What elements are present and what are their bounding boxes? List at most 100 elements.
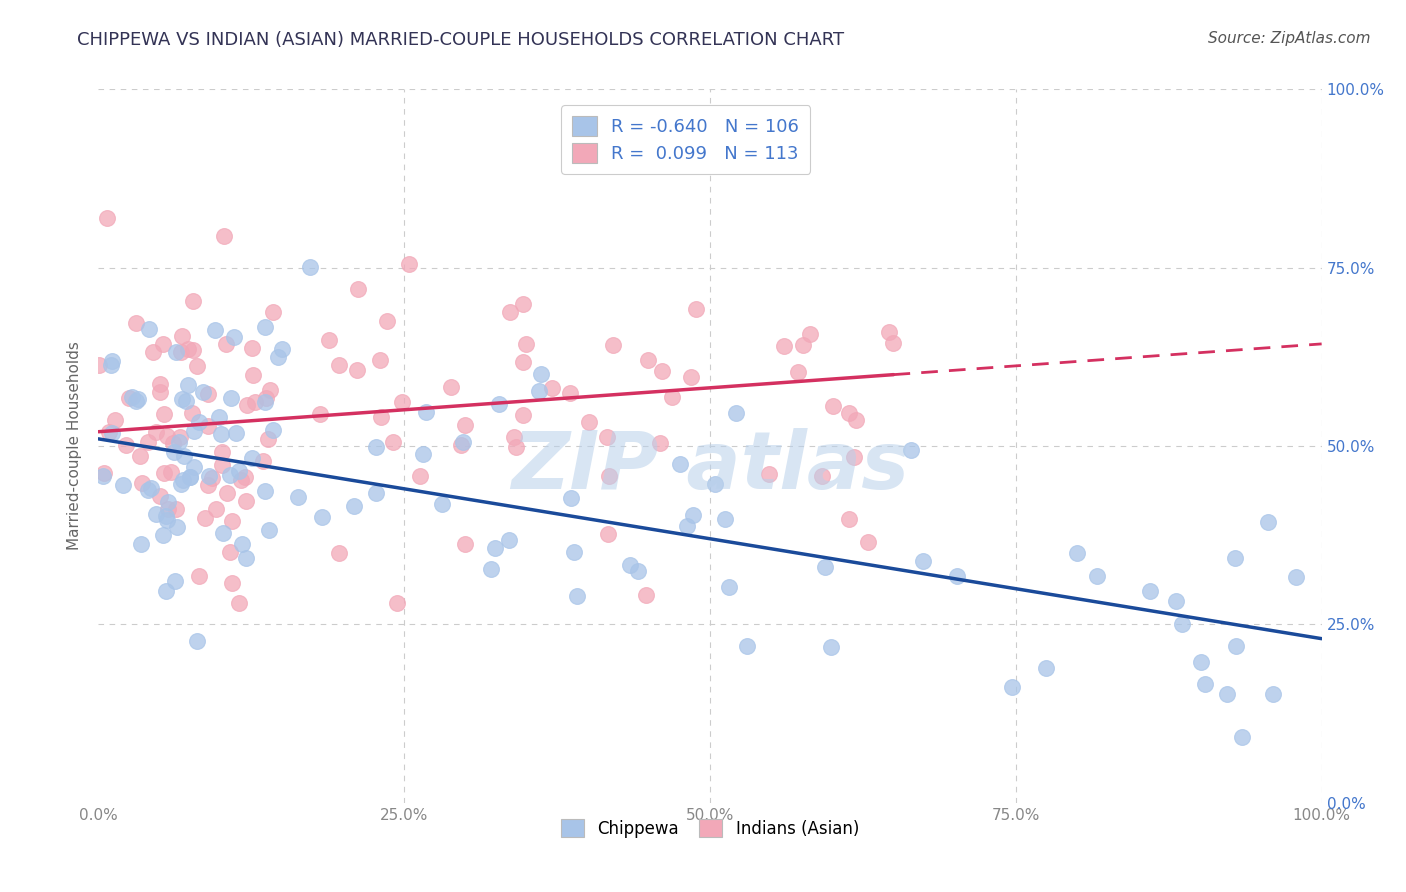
Point bbox=[484, 541, 506, 555]
Point bbox=[842, 450, 865, 464]
Point bbox=[129, 537, 152, 551]
Point bbox=[165, 345, 187, 359]
Point bbox=[235, 398, 257, 412]
Point bbox=[858, 534, 880, 549]
Point bbox=[1194, 677, 1216, 691]
Point bbox=[1171, 617, 1194, 632]
Point bbox=[823, 399, 845, 413]
Point bbox=[529, 384, 551, 399]
Point bbox=[211, 444, 233, 458]
Point bbox=[149, 489, 172, 503]
Point bbox=[179, 470, 201, 484]
Point bbox=[838, 406, 860, 420]
Point bbox=[111, 477, 134, 491]
Point bbox=[454, 537, 477, 551]
Point bbox=[194, 511, 217, 525]
Point bbox=[366, 486, 388, 500]
Point bbox=[204, 323, 226, 337]
Point bbox=[1263, 687, 1285, 701]
Point bbox=[1001, 681, 1024, 695]
Point bbox=[530, 368, 553, 382]
Point bbox=[882, 336, 904, 351]
Point bbox=[160, 465, 183, 479]
Point bbox=[93, 466, 115, 480]
Point bbox=[235, 494, 257, 508]
Point bbox=[101, 425, 124, 440]
Point bbox=[87, 358, 110, 372]
Point bbox=[820, 640, 842, 654]
Point bbox=[627, 564, 650, 578]
Point bbox=[1139, 583, 1161, 598]
Point bbox=[181, 293, 204, 308]
Point bbox=[170, 345, 193, 359]
Point bbox=[262, 304, 284, 318]
Point bbox=[224, 330, 246, 344]
Point bbox=[814, 560, 837, 574]
Point bbox=[703, 477, 725, 491]
Point bbox=[125, 316, 148, 330]
Point bbox=[235, 550, 257, 565]
Point bbox=[166, 520, 188, 534]
Point bbox=[148, 377, 170, 392]
Point bbox=[156, 429, 179, 443]
Point bbox=[412, 447, 434, 461]
Point bbox=[91, 469, 114, 483]
Point bbox=[225, 425, 247, 440]
Point bbox=[136, 435, 159, 450]
Point bbox=[370, 410, 392, 425]
Point bbox=[668, 458, 690, 472]
Point bbox=[96, 211, 118, 226]
Point bbox=[512, 297, 534, 311]
Point bbox=[1035, 660, 1057, 674]
Point bbox=[121, 390, 143, 404]
Point bbox=[845, 413, 868, 427]
Point bbox=[183, 424, 205, 438]
Point bbox=[208, 409, 231, 424]
Point bbox=[173, 450, 195, 464]
Point bbox=[214, 228, 236, 243]
Point bbox=[254, 484, 277, 499]
Point bbox=[945, 569, 967, 583]
Point bbox=[141, 481, 163, 495]
Point bbox=[136, 483, 159, 497]
Point bbox=[242, 368, 264, 382]
Point bbox=[170, 328, 193, 343]
Point bbox=[156, 513, 179, 527]
Point bbox=[211, 458, 233, 472]
Text: Source: ZipAtlas.com: Source: ZipAtlas.com bbox=[1208, 31, 1371, 46]
Point bbox=[271, 342, 294, 356]
Point bbox=[221, 575, 243, 590]
Point bbox=[240, 341, 263, 355]
Point bbox=[257, 432, 280, 446]
Point bbox=[187, 568, 209, 582]
Point bbox=[877, 325, 900, 339]
Point bbox=[186, 634, 208, 648]
Point bbox=[648, 435, 671, 450]
Point bbox=[162, 436, 184, 450]
Point bbox=[328, 546, 350, 560]
Point bbox=[409, 469, 432, 483]
Point bbox=[661, 390, 683, 404]
Point bbox=[197, 419, 219, 434]
Point bbox=[347, 282, 370, 296]
Point bbox=[179, 470, 201, 484]
Point bbox=[451, 435, 474, 450]
Point bbox=[287, 490, 309, 504]
Point bbox=[318, 334, 340, 348]
Point bbox=[228, 596, 250, 610]
Point bbox=[219, 392, 242, 406]
Point bbox=[233, 469, 256, 483]
Point bbox=[215, 336, 238, 351]
Point bbox=[157, 494, 180, 508]
Point bbox=[1189, 656, 1212, 670]
Point bbox=[598, 469, 620, 483]
Point bbox=[197, 469, 219, 483]
Point bbox=[811, 469, 834, 483]
Point bbox=[596, 526, 619, 541]
Point bbox=[713, 512, 735, 526]
Point bbox=[512, 355, 534, 369]
Point bbox=[499, 305, 522, 319]
Point bbox=[450, 438, 472, 452]
Point bbox=[165, 501, 187, 516]
Point bbox=[725, 406, 748, 420]
